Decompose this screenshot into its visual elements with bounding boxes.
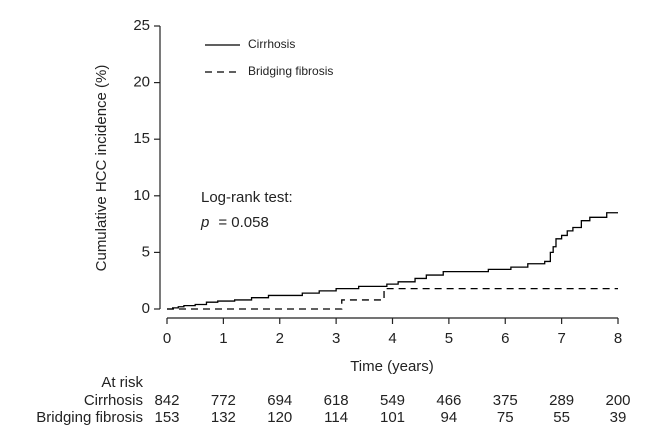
x-tick-label: 2 <box>276 330 284 347</box>
y-tick-label: 0 <box>142 300 150 317</box>
x-axis-label: Time (years) <box>350 358 434 375</box>
y-tick-label: 20 <box>133 74 150 91</box>
legend-label: Cirrhosis <box>248 37 295 51</box>
x-tick-label: 6 <box>501 330 509 347</box>
at-risk-title: At risk <box>101 374 143 391</box>
y-tick-label: 25 <box>133 17 150 34</box>
at-risk-count: 101 <box>380 409 405 426</box>
at-risk-count: 694 <box>267 392 292 409</box>
x-tick-label: 8 <box>614 330 622 347</box>
at-risk-count: 549 <box>380 392 405 409</box>
annotation: Log-rank test: <box>201 189 293 206</box>
x-tick-label: 5 <box>445 330 453 347</box>
at-risk-count: 466 <box>436 392 461 409</box>
legend-label: Bridging fibrosis <box>248 64 333 78</box>
x-tick-label: 1 <box>219 330 227 347</box>
at-risk-count: 200 <box>605 392 630 409</box>
x-tick-label: 0 <box>163 330 171 347</box>
annotation: p = 0.058 <box>200 214 269 231</box>
p-value: = 0.058 <box>218 214 268 231</box>
at-risk-count: 114 <box>324 409 348 426</box>
at-risk-count: 375 <box>493 392 518 409</box>
at-risk-row-name: Cirrhosis <box>84 392 143 409</box>
at-risk-count: 94 <box>441 409 458 426</box>
x-tick-label: 4 <box>388 330 396 347</box>
at-risk-count: 55 <box>553 409 570 426</box>
at-risk-count: 618 <box>324 392 349 409</box>
at-risk-count: 39 <box>610 409 627 426</box>
at-risk-count: 289 <box>549 392 574 409</box>
at-risk-count: 772 <box>211 392 236 409</box>
at-risk-count: 132 <box>211 409 236 426</box>
y-tick-label: 15 <box>133 130 150 147</box>
y-tick-label: 5 <box>142 243 150 260</box>
x-tick-label: 7 <box>557 330 565 347</box>
step-line <box>167 212 618 310</box>
x-tick-label: 3 <box>332 330 340 347</box>
at-risk-count: 120 <box>267 409 292 426</box>
p-symbol: p <box>200 214 209 231</box>
at-risk-row-name: Bridging fibrosis <box>36 409 143 426</box>
y-axis-label: Cumulative HCC incidence (%) <box>93 65 110 272</box>
at-risk-count: 153 <box>154 409 179 426</box>
y-tick-label: 10 <box>133 187 150 204</box>
step-line <box>167 287 618 310</box>
at-risk-count: 842 <box>154 392 179 409</box>
at-risk-count: 75 <box>497 409 514 426</box>
